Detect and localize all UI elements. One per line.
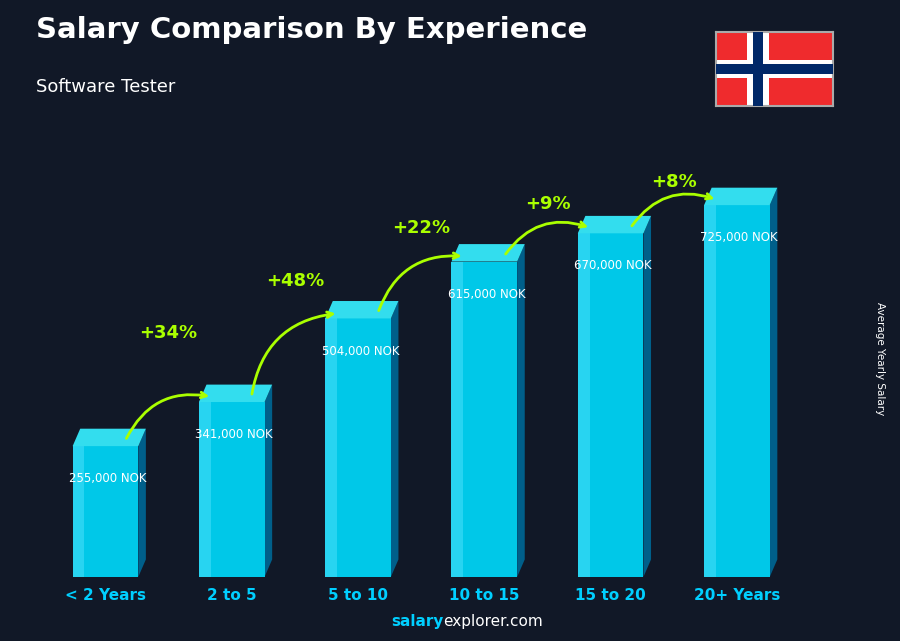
Polygon shape	[452, 244, 525, 262]
Bar	[325, 319, 337, 577]
Bar	[752, 32, 763, 106]
Text: 725,000 NOK: 725,000 NOK	[700, 231, 778, 244]
Bar	[578, 233, 644, 577]
Bar	[704, 205, 770, 577]
Text: salary: salary	[392, 615, 444, 629]
Text: 255,000 NOK: 255,000 NOK	[69, 472, 147, 485]
Polygon shape	[704, 188, 778, 205]
Text: Salary Comparison By Experience: Salary Comparison By Experience	[36, 16, 587, 44]
Text: +8%: +8%	[651, 174, 697, 192]
Text: +9%: +9%	[525, 196, 571, 213]
Text: +22%: +22%	[392, 219, 450, 237]
Text: +48%: +48%	[266, 272, 324, 290]
Bar	[452, 262, 518, 577]
Polygon shape	[73, 429, 146, 446]
Text: 615,000 NOK: 615,000 NOK	[448, 288, 526, 301]
Text: 670,000 NOK: 670,000 NOK	[574, 260, 652, 272]
Text: Average Yearly Salary: Average Yearly Salary	[875, 303, 886, 415]
Bar	[716, 64, 832, 74]
Bar	[199, 402, 211, 577]
Polygon shape	[139, 429, 146, 577]
Bar	[578, 233, 590, 577]
Bar	[199, 402, 265, 577]
Text: +34%: +34%	[140, 324, 198, 342]
Bar	[452, 262, 464, 577]
Bar	[325, 319, 391, 577]
Text: 341,000 NOK: 341,000 NOK	[195, 428, 273, 441]
Polygon shape	[644, 216, 651, 577]
Polygon shape	[199, 385, 272, 402]
Polygon shape	[770, 188, 778, 577]
Text: 504,000 NOK: 504,000 NOK	[321, 345, 399, 358]
Bar	[704, 205, 716, 577]
Polygon shape	[578, 216, 651, 233]
Bar	[747, 32, 769, 106]
Text: explorer.com: explorer.com	[443, 615, 543, 629]
Text: Software Tester: Software Tester	[36, 78, 176, 96]
Bar	[73, 446, 139, 577]
Bar	[716, 60, 832, 78]
Polygon shape	[391, 301, 399, 577]
Bar	[73, 446, 85, 577]
Polygon shape	[518, 244, 525, 577]
Polygon shape	[325, 301, 399, 319]
Polygon shape	[265, 385, 272, 577]
